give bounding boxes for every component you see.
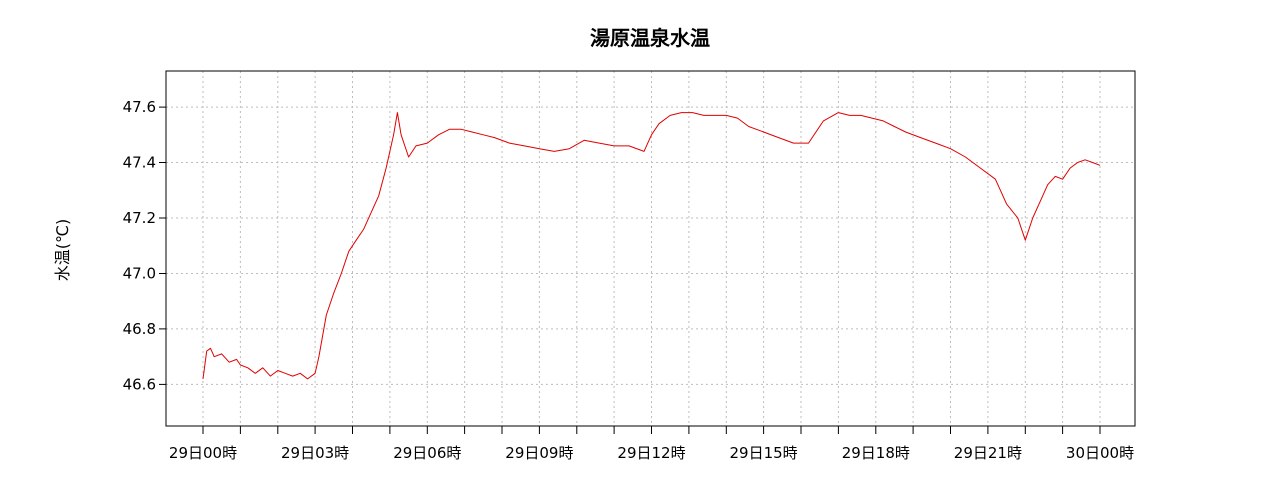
x-tick-label: 29日21時 [954, 444, 1022, 462]
x-tick-label: 29日09時 [505, 444, 573, 462]
x-tick-label: 29日06時 [393, 444, 461, 462]
y-tick-label: 46.6 [123, 375, 156, 393]
y-tick-label: 47.6 [123, 98, 156, 116]
x-tick-label: 29日00時 [169, 444, 237, 462]
y-tick-label: 47.4 [123, 154, 156, 172]
x-tick-label: 29日15時 [730, 444, 798, 462]
series-layer [202, 112, 1101, 380]
series-line [202, 112, 1101, 380]
x-tick-label: 30日00時 [1066, 444, 1134, 462]
x-axis: 29日00時 29日03時 29日06時 29日09時 29日12時 29日15時 29日1… [169, 426, 1134, 462]
y-tick-label: 47.0 [123, 265, 156, 283]
chart-title: 湯原温泉水温 [590, 26, 710, 50]
plot-frame [165, 70, 1136, 427]
x-tick-label: 29日03時 [281, 444, 349, 462]
y-axis: 46.6 46.8 47.0 47.2 47.4 47.6 [123, 98, 166, 393]
y-tick-label: 47.2 [123, 209, 156, 227]
y-axis-label: 水温(℃) [53, 219, 72, 281]
grid [166, 71, 1135, 426]
x-tick-label: 29日18時 [842, 444, 910, 462]
y-tick-label: 46.8 [123, 320, 156, 338]
x-tick-label: 29日12時 [617, 444, 685, 462]
